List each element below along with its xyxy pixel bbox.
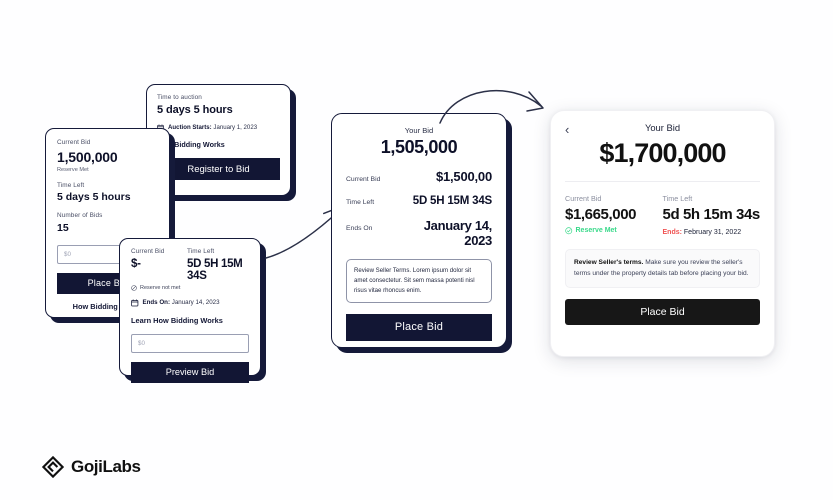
place-bid-button[interactable]: Place Bid (565, 298, 760, 325)
time-to-auction-value: 5 days 5 hours (157, 104, 233, 116)
your-bid-amount: 1,505,000 (380, 137, 458, 157)
current-bid-column: Current Bid $1,665,000 Reserve Met (565, 194, 663, 236)
time-left-value: 5D 5H 15M 34S (412, 195, 492, 207)
ends-on-date: January 14, 2023 (171, 299, 220, 307)
seller-terms-note: Review Seller's terms. Make sure you rev… (565, 249, 760, 288)
bid-amount-placeholder: $0 (64, 250, 71, 258)
current-bid-value: $- (131, 258, 141, 270)
auction-start-row: Auction Starts: January 1, 2023 (157, 124, 280, 131)
ends-row: Ends: February 31, 2022 (663, 229, 761, 236)
time-left-label: Time Left (346, 199, 375, 206)
reserve-status: Reserve Met (57, 166, 89, 173)
current-bid-value: $1,500,00 (435, 169, 492, 184)
place-bid-button[interactable]: Place Bid (346, 313, 492, 341)
divider (565, 181, 760, 182)
time-left-label: Time Left (57, 181, 85, 189)
time-left-label: Time Left (187, 248, 215, 255)
ends-date: February 31, 2022 (683, 229, 742, 236)
seller-terms-body: Make sure you review the seller's terms … (574, 259, 749, 278)
reserve-status-row: Reserve Met (565, 227, 663, 235)
your-bid-card-final: ‹ Your Bid $1,700,000 Current Bid $1,665… (550, 110, 775, 357)
seller-terms-note: Review Seller Terms. Lorem ipsum dolor s… (346, 259, 492, 303)
your-bid-header: Your Bid (404, 126, 434, 135)
reserve-status-text: Reserve Met (575, 227, 617, 235)
ends-on-label: Ends On (346, 225, 373, 232)
number-of-bids-value: 15 (57, 221, 69, 234)
ends-on-prefix: Ends On: (142, 299, 171, 307)
seller-terms-heading: Review Seller's terms. (574, 259, 644, 266)
your-bid-amount: $1,700,000 (599, 138, 726, 168)
preview-bid-card: Current Bid $- Time Left 5D 5H 15M 34S R… (119, 238, 261, 383)
current-bid-label: Current Bid (346, 176, 381, 183)
time-left-label: Time Left (662, 194, 693, 203)
current-bid-label: Current Bid (57, 139, 91, 146)
gojilabs-diamond-icon (42, 456, 64, 478)
number-of-bids-label: Number of Bids (57, 212, 103, 219)
ends-on-value: January 14, 2023 (423, 218, 493, 248)
time-left-column: Time Left 5d 5h 15m 34s Ends: February 3… (663, 194, 761, 236)
how-bidding-works-link[interactable]: How Bidding Works (72, 301, 143, 311)
your-bid-header: Your Bid (644, 122, 681, 133)
calendar-icon (157, 124, 164, 131)
current-bid-label: Current Bid (565, 194, 602, 203)
current-bid-label: Current Bid (131, 248, 165, 255)
bid-amount-input[interactable]: $0 (131, 333, 249, 353)
gojilabs-wordmark: GojiLabs (71, 457, 141, 476)
circle-slash-icon (131, 285, 137, 291)
current-bid-row: Current Bid $1,500,00 (346, 169, 492, 184)
gojilabs-logo: GojiLabs (42, 456, 141, 478)
chevron-left-icon[interactable]: ‹ (565, 122, 570, 137)
auction-starts-date: January 1, 2023 (213, 124, 258, 131)
time-left-value: 5 days 5 hours (57, 191, 131, 203)
reserve-status-text: Reserve not met (140, 285, 181, 291)
time-left-value: 5D 5H 15M 34S (187, 258, 243, 282)
ends-on-row: Ends On January 14, 2023 (346, 218, 492, 248)
auction-countdown-card: Time to auction 5 days 5 hours Auction S… (146, 84, 291, 196)
current-bid-value: $1,665,000 (565, 206, 637, 223)
current-bid-value: 1,500,000 (57, 148, 118, 165)
your-bid-card-wireframe: Your Bid 1,505,000 Current Bid $1,500,00… (331, 113, 507, 348)
preview-bid-button[interactable]: Preview Bid (131, 361, 249, 383)
time-to-auction-label: Time to auction (157, 94, 202, 101)
ends-on-row: Ends On: January 14, 2023 (131, 299, 249, 307)
ends-prefix: Ends: (662, 229, 682, 236)
register-to-bid-button[interactable]: Register to Bid (157, 158, 280, 180)
time-left-row: Time Left 5D 5H 15M 34S (346, 195, 492, 207)
bid-amount-placeholder: $0 (138, 339, 145, 347)
check-circle-icon (565, 227, 573, 235)
learn-how-bidding-works-link[interactable]: Learn How Bidding Works (131, 315, 223, 325)
reserve-status-row: Reserve not met (131, 285, 249, 291)
auction-starts-prefix: Auction Starts: (168, 124, 212, 131)
calendar-icon (131, 299, 139, 307)
time-left-value: 5d 5h 15m 34s (662, 206, 761, 223)
how-bidding-works-link[interactable]: How Bidding Works (157, 140, 225, 149)
